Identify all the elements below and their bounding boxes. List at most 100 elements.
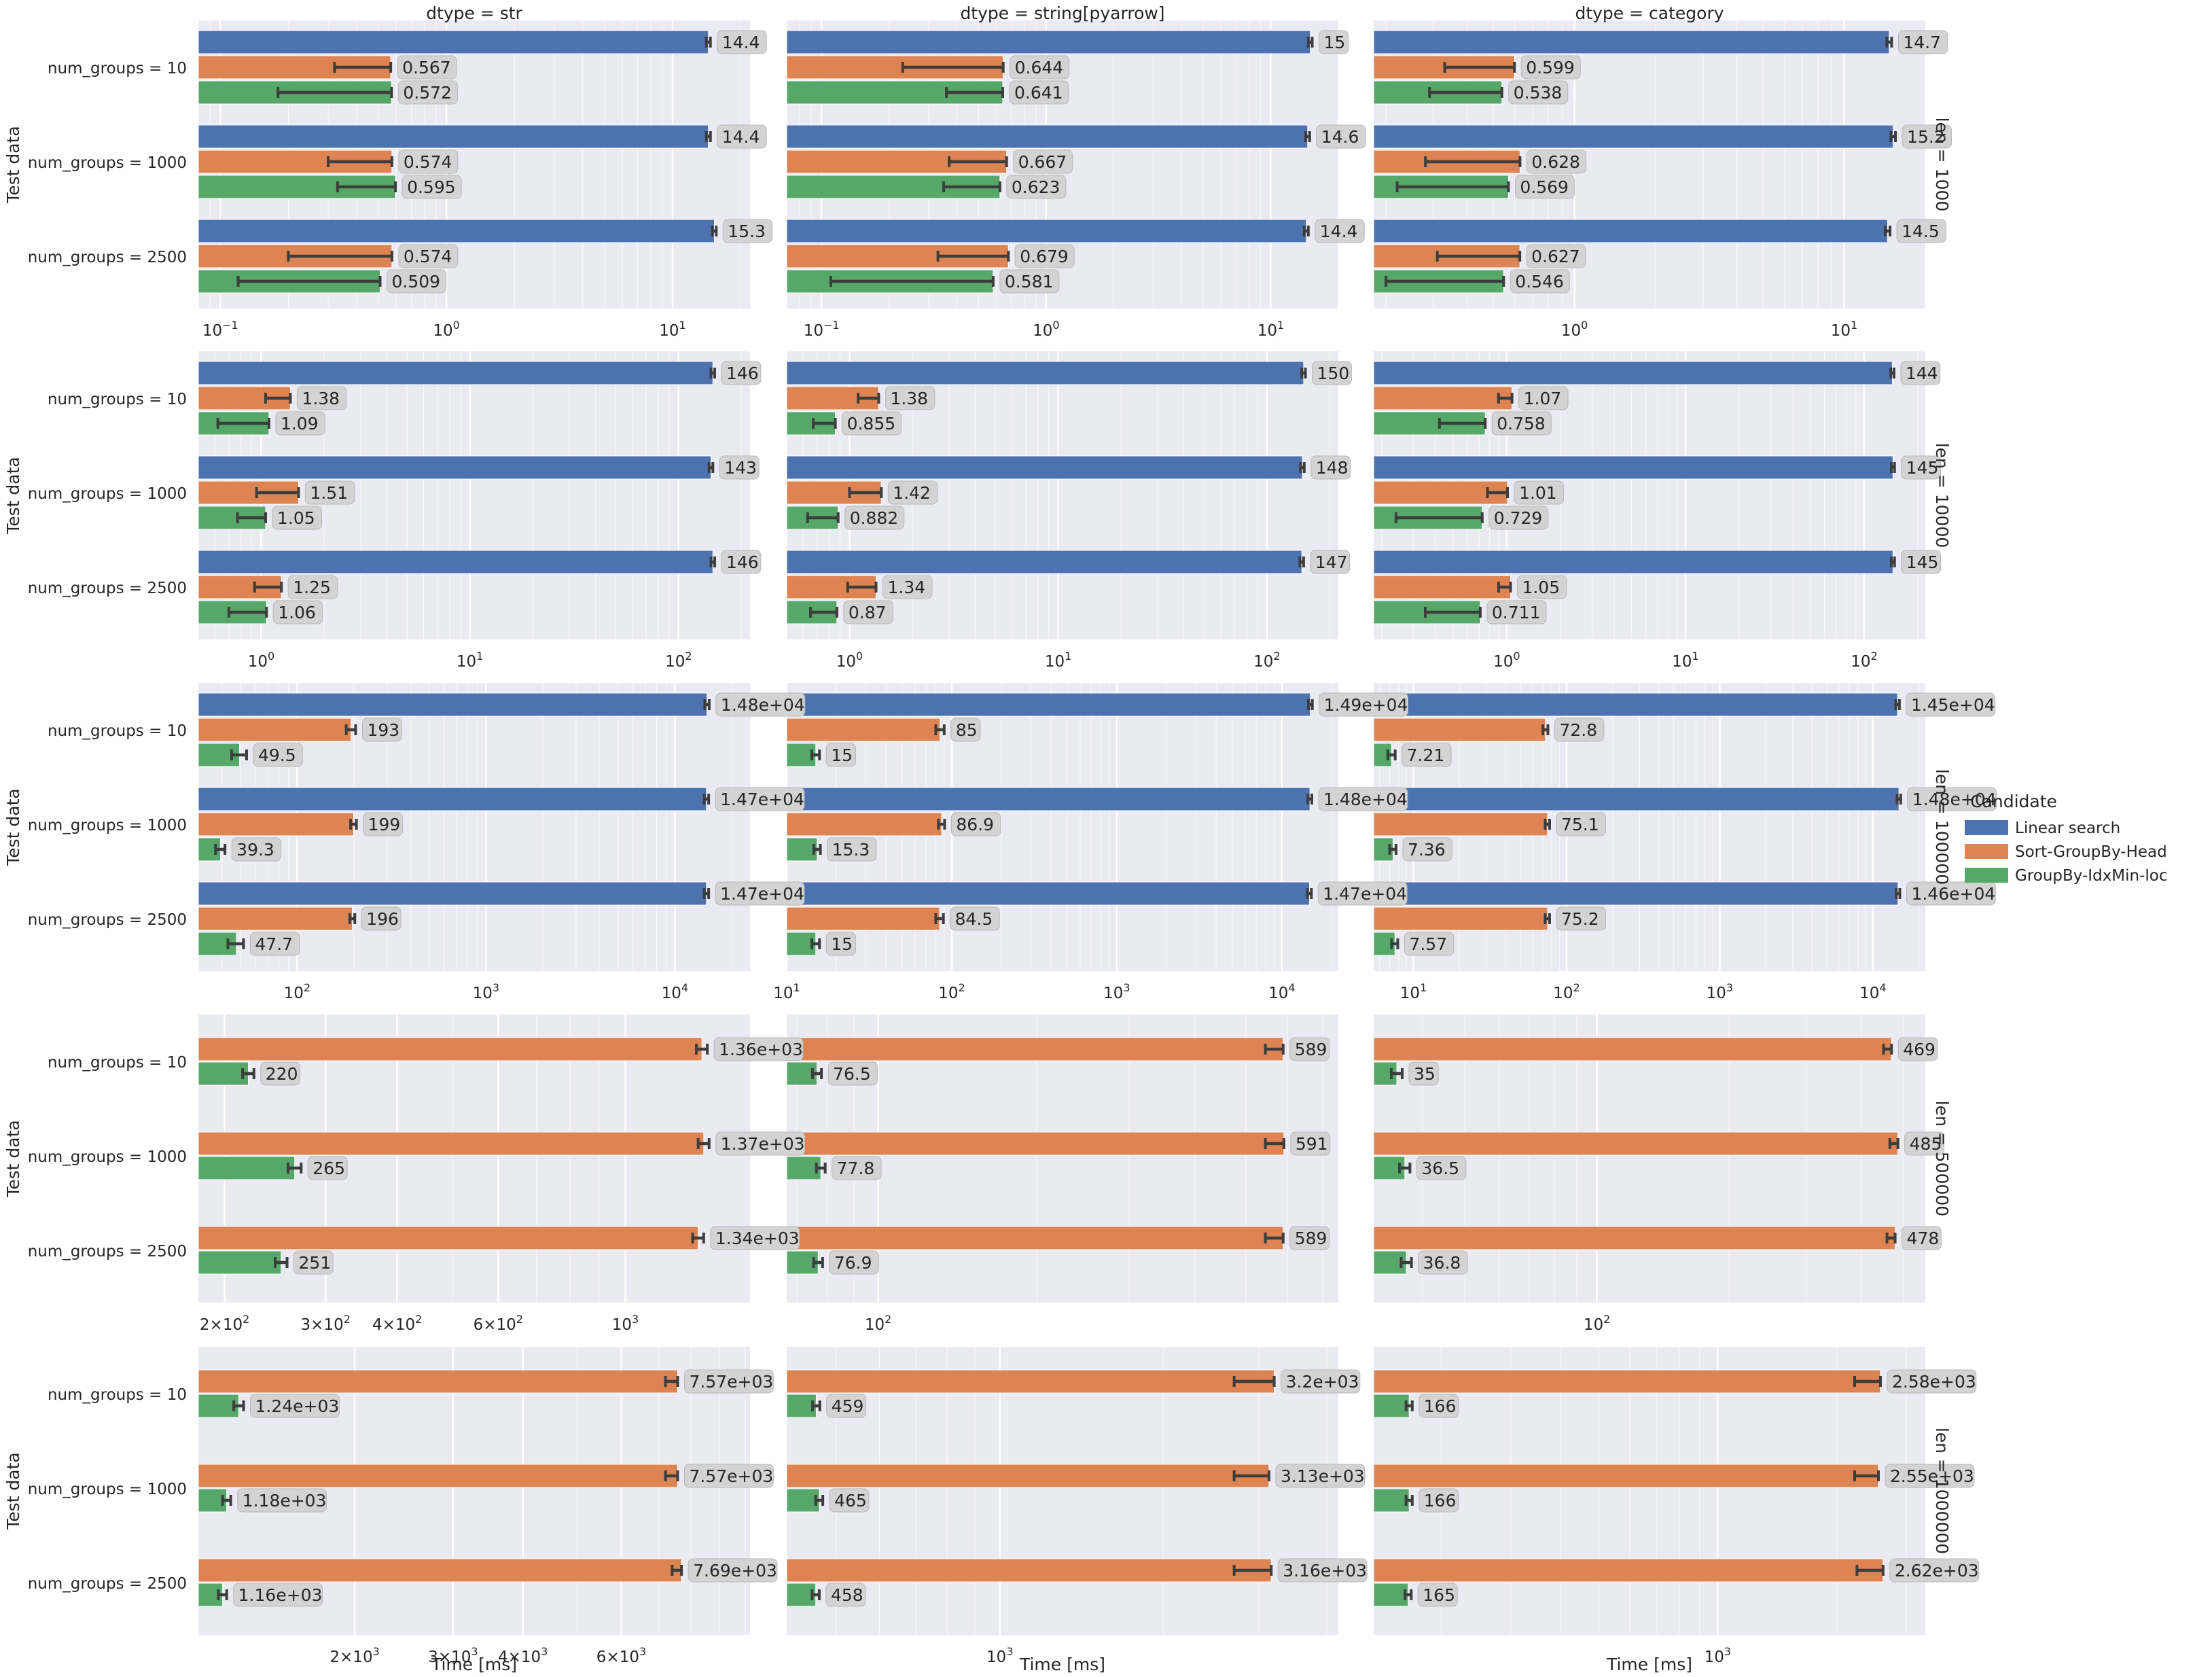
- value-label-box: [887, 480, 938, 505]
- value-label-box: [1902, 1226, 1942, 1250]
- bar: [1373, 1226, 1896, 1250]
- bar: [786, 812, 942, 836]
- value-label: 15: [1324, 33, 1346, 52]
- x-tick-label: 101: [773, 981, 800, 1002]
- x-tick-label: 101: [457, 650, 483, 671]
- value-label: 0.509: [392, 272, 441, 292]
- value-label-box: [843, 600, 893, 624]
- bar: [198, 361, 713, 385]
- value-label: 1.36e+03: [719, 1040, 803, 1059]
- value-label-box: [1900, 361, 1941, 385]
- x-tick-label: 102: [1253, 650, 1280, 671]
- value-label-box: [1906, 692, 1996, 717]
- value-label-box: [1417, 1583, 1458, 1607]
- bar: [198, 550, 713, 574]
- bar: [198, 1061, 249, 1086]
- y-tick-label: num_groups = 1000: [28, 1148, 187, 1166]
- value-label-box: [1277, 1558, 1368, 1583]
- value-label: 1.42: [893, 483, 931, 503]
- value-label: 0.627: [1531, 247, 1580, 266]
- bar: [786, 1226, 1284, 1250]
- legend-swatch-linear-search: [1965, 820, 2008, 835]
- value-label-box: [296, 386, 347, 410]
- value-label: 3.16e+03: [1283, 1561, 1367, 1581]
- value-label-box: [722, 219, 773, 243]
- value-label-box: [1554, 718, 1605, 742]
- value-label-box: [826, 1394, 867, 1418]
- value-label: 459: [832, 1396, 864, 1416]
- y-tick-label: num_groups = 2500: [28, 249, 187, 266]
- legend-title: Candidate: [1970, 792, 2057, 811]
- y-tick-label: num_groups = 2500: [28, 580, 187, 597]
- y-tick-label: num_groups = 1000: [28, 1481, 187, 1498]
- value-label-box: [1289, 1037, 1330, 1061]
- value-label-box: [1887, 1369, 1977, 1394]
- value-label: 265: [313, 1159, 345, 1178]
- value-label-box: [397, 55, 457, 80]
- y-axis-label: Test data: [3, 126, 23, 204]
- value-label: 0.623: [1012, 177, 1060, 197]
- value-label: 469: [1903, 1040, 1936, 1059]
- value-label-box: [1896, 219, 1946, 243]
- value-label-box: [231, 837, 282, 862]
- value-label: 1.18e+03: [243, 1491, 327, 1511]
- value-label: 0.572: [403, 83, 452, 103]
- value-label: 1.47e+04: [720, 790, 804, 809]
- bar: [1373, 718, 1546, 742]
- value-label-box: [1014, 244, 1075, 268]
- value-label: 147: [1315, 552, 1348, 572]
- value-label-box: [304, 480, 355, 505]
- panel-r4-c2: [1373, 1347, 1925, 1635]
- value-label-box: [1418, 1250, 1468, 1275]
- value-label: 144: [1906, 364, 1938, 383]
- x-tick-label: 10−1: [202, 319, 238, 340]
- bar: [198, 1226, 699, 1250]
- bar: [198, 1369, 679, 1394]
- bar: [1373, 692, 1898, 717]
- row-title: len = 10000: [1932, 443, 1952, 548]
- value-label-box: [1289, 1226, 1330, 1250]
- value-label: 49.5: [258, 745, 296, 765]
- value-label-box: [1312, 361, 1352, 385]
- value-label-box: [999, 269, 1060, 294]
- legend-entry-groupby-idxmin-loc: GroupBy-IdxMin-loc: [2015, 867, 2168, 885]
- value-label: 72.8: [1559, 720, 1597, 740]
- value-label: 199: [368, 815, 401, 834]
- value-label: 1.09: [281, 414, 319, 434]
- bar: [1373, 1488, 1410, 1513]
- value-label-box: [715, 787, 805, 811]
- y-tick-label: num_groups = 10: [48, 722, 187, 740]
- value-label-box: [715, 881, 805, 906]
- bar: [1373, 219, 1889, 243]
- value-label-box: [1526, 149, 1586, 174]
- value-label-box: [1316, 124, 1366, 149]
- value-label: 1.05: [1522, 578, 1560, 597]
- x-tick-label: 100: [1561, 319, 1588, 340]
- value-label: 0.569: [1520, 177, 1569, 197]
- value-label-box: [1319, 692, 1408, 717]
- value-label: 1.24e+03: [255, 1396, 340, 1416]
- value-label: 0.628: [1531, 152, 1580, 172]
- value-label-box: [684, 1369, 774, 1394]
- bar: [198, 386, 291, 410]
- value-label: 143: [724, 458, 757, 478]
- value-label: 0.546: [1515, 272, 1564, 292]
- value-label: 1.34: [888, 578, 926, 597]
- value-label-box: [1402, 837, 1452, 862]
- value-label-box: [253, 743, 303, 767]
- x-tick-label: 104: [1268, 981, 1295, 1002]
- bar: [198, 718, 352, 742]
- value-label: 36.8: [1423, 1253, 1461, 1273]
- x-tick-label: 104: [1859, 981, 1886, 1002]
- value-label-box: [1520, 55, 1581, 80]
- value-label-box: [1319, 30, 1349, 54]
- bar: [198, 1558, 682, 1583]
- value-label-box: [1885, 1464, 1975, 1488]
- x-tick-label: 102: [284, 981, 310, 1002]
- y-axis-label: Test data: [3, 457, 23, 535]
- legend-entry-linear-search: Linear search: [2015, 819, 2120, 837]
- bar: [198, 455, 712, 480]
- x-tick-label: 103: [1103, 981, 1130, 1002]
- value-label: 35: [1414, 1064, 1435, 1084]
- value-label: 75.1: [1561, 815, 1599, 834]
